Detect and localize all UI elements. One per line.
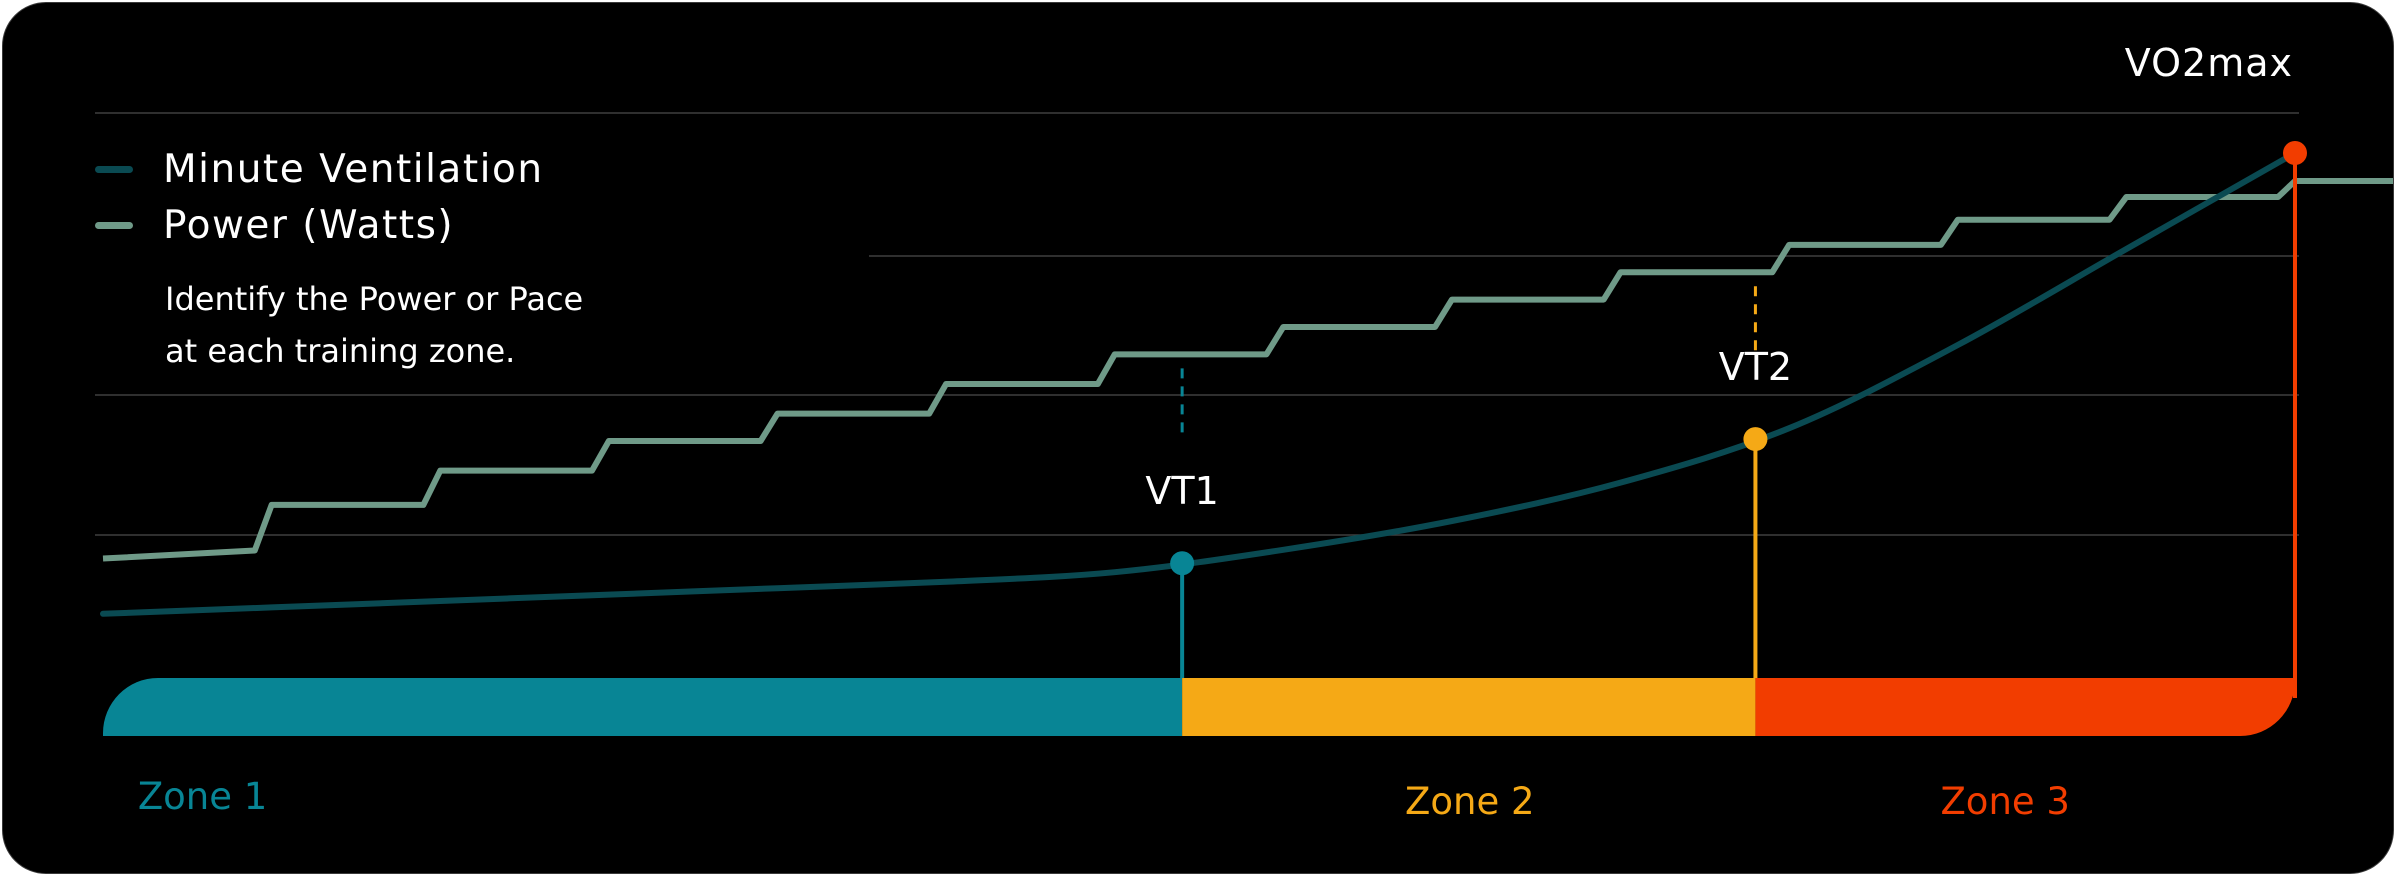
annotation-line-1: Identify the Power or Pace <box>165 280 584 318</box>
gridlines <box>95 112 2299 536</box>
zone1-label: Zone 1 <box>137 775 268 818</box>
annotation-line-2: at each training zone. <box>165 332 516 370</box>
power-line <box>102 178 2393 562</box>
vo2max-label: VO2max <box>2124 41 2293 85</box>
zone-bar <box>103 678 2295 736</box>
zone3-label: Zone 3 <box>1940 780 2070 823</box>
zone-2-band <box>1182 678 1756 736</box>
zone2-label: Zone 2 <box>1405 780 1535 823</box>
legend: Minute Ventilation Power (Watts) <box>95 141 544 253</box>
vt2-label: VT2 <box>1718 345 1793 390</box>
threshold-markers <box>1170 141 2307 698</box>
legend-swatch-minute-ventilation <box>95 165 133 173</box>
threshold-guides <box>1180 286 1757 439</box>
chart-canvas <box>95 112 2393 736</box>
annotation: Identify the Power or Pace at each train… <box>165 273 583 377</box>
zone-3-band <box>1755 678 2295 736</box>
legend-label-minute-ventilation: Minute Ventilation <box>163 146 544 192</box>
minute-ventilation-line <box>100 150 2298 617</box>
legend-item-minute-ventilation: Minute Ventilation <box>95 141 544 197</box>
legend-swatch-power <box>95 221 133 229</box>
vt1-label: VT1 <box>1145 469 1219 514</box>
legend-item-power: Power (Watts) <box>95 197 544 253</box>
series <box>100 150 2393 617</box>
legend-label-power: Power (Watts) <box>163 202 455 248</box>
vt2-marker-point <box>1743 427 1768 452</box>
zone-1-band <box>103 678 1183 736</box>
vo2max-marker-point <box>2283 141 2307 165</box>
vt1-marker-point <box>1170 551 1195 576</box>
